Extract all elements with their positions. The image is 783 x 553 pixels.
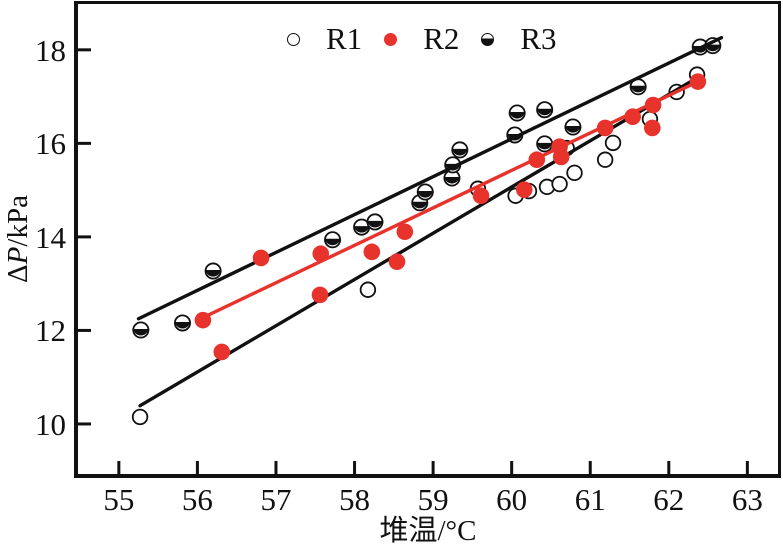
- r3-point: [324, 231, 342, 249]
- x-tick-label: 62: [653, 482, 685, 517]
- x-tick-label: 57: [260, 482, 292, 517]
- r2-point: [552, 148, 570, 166]
- r2-point: [472, 187, 490, 205]
- r1-point: [566, 164, 583, 182]
- r1-point: [131, 408, 149, 426]
- r2-point: [515, 181, 533, 198]
- x-tick-label: 60: [496, 482, 528, 517]
- y-tick-label: 10: [35, 406, 66, 442]
- legend-item-r3: R3: [481, 21, 557, 56]
- r1-point: [359, 281, 377, 298]
- r3-point: [173, 314, 191, 332]
- y-tick-label: 12: [35, 313, 66, 349]
- r3-point: [416, 183, 434, 201]
- r3-point: [132, 321, 150, 339]
- x-tick-label: 61: [574, 482, 606, 517]
- r2-point: [644, 96, 662, 114]
- r1-marker-icon: [287, 32, 300, 46]
- r2-point: [643, 119, 661, 137]
- x-tick-label: 55: [103, 482, 135, 517]
- r2-point: [596, 119, 614, 137]
- y-tick-label: 16: [35, 126, 66, 162]
- r2-point: [311, 286, 329, 304]
- legend: R1 R2 R3: [287, 21, 557, 56]
- r3-point: [204, 262, 222, 280]
- y-tick-label: 14: [35, 219, 66, 255]
- legend-item-r1: R1: [287, 21, 363, 56]
- x-tick-label: 63: [731, 482, 763, 517]
- r1-point: [596, 151, 614, 168]
- r3-point: [536, 101, 554, 119]
- r2-point: [689, 73, 707, 90]
- r3-point: [443, 169, 461, 187]
- r2-point: [528, 151, 546, 169]
- x-tick-label: 58: [339, 482, 371, 517]
- r2-marker-icon: [384, 32, 398, 46]
- plot-area: R1 R2 R3: [74, 1, 781, 478]
- r3-point: [366, 213, 384, 231]
- y-axis-title: ΔP/kPa: [2, 139, 37, 339]
- r2-point: [252, 249, 270, 267]
- r1-point: [551, 175, 568, 193]
- r3-fit-line: [136, 35, 724, 321]
- y-axis-title-variable: P: [2, 246, 34, 265]
- r2-point: [194, 311, 212, 329]
- x-axis-title: 堆温/°C: [379, 515, 477, 547]
- r3-point: [451, 141, 469, 159]
- legend-label-r2: R2: [423, 21, 460, 56]
- r3-point: [629, 78, 647, 96]
- r2-point: [388, 253, 406, 270]
- scatter-plot-canvas: [78, 35, 749, 474]
- r2-point: [312, 245, 330, 263]
- y-axis-title-unit: /kPa: [2, 195, 34, 247]
- legend-label-r3: R3: [520, 21, 557, 56]
- legend-label-r1: R1: [326, 21, 363, 56]
- r2-point: [624, 108, 641, 126]
- y-axis-title-delta: Δ: [2, 264, 34, 283]
- r2-point: [213, 343, 231, 361]
- r1-point: [604, 134, 622, 152]
- x-tick-label: 59: [417, 482, 449, 517]
- r3-marker-icon: [481, 32, 495, 46]
- y-tick-label: 18: [35, 32, 66, 68]
- legend-item-r2: R2: [384, 21, 460, 56]
- r3-point: [536, 135, 554, 153]
- r2-point: [363, 243, 381, 261]
- x-tick-label: 56: [181, 482, 213, 517]
- r2-fit-line: [202, 79, 700, 319]
- r2-point: [396, 223, 414, 241]
- r3-point: [564, 118, 582, 136]
- r3-point: [508, 104, 526, 122]
